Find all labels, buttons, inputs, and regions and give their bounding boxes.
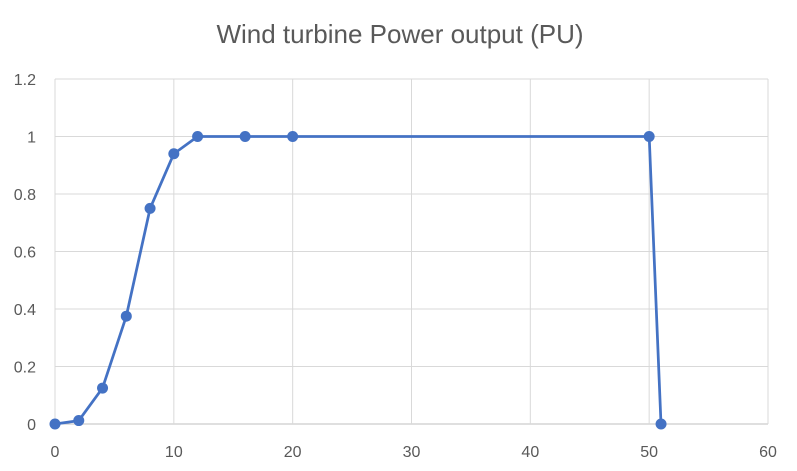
data-point: [239, 131, 251, 142]
y-tick-label: 0: [27, 417, 36, 434]
chart-title: Wind turbine Power output (PU): [216, 19, 583, 49]
x-tick-label: 50: [640, 444, 658, 461]
y-tick-label: 0.2: [14, 360, 36, 377]
y-axis-tick-labels: 0 0.2 0.4 0.6 0.8 1 1.2: [14, 72, 36, 434]
y-tick-label: 0.8: [14, 187, 36, 204]
data-point: [168, 148, 180, 160]
x-tick-label: 10: [165, 444, 183, 461]
data-point: [192, 131, 204, 142]
series-layer: [49, 131, 667, 430]
x-tick-label: 0: [51, 444, 60, 461]
x-tick-label: 40: [521, 444, 539, 461]
data-point: [120, 310, 132, 322]
data-point: [73, 415, 85, 427]
data-point: [655, 418, 667, 430]
data-point: [643, 131, 655, 142]
y-tick-label: 1: [27, 130, 36, 147]
x-axis-tick-labels: 0 10 20 30 40 50 60: [51, 444, 777, 461]
gridlines: [54, 78, 769, 425]
x-tick-label: 20: [284, 444, 302, 461]
data-point: [287, 131, 299, 142]
series-line: [53, 135, 663, 426]
y-tick-label: 0.6: [14, 245, 36, 262]
data-point: [97, 382, 109, 394]
y-tick-label: 1.2: [14, 72, 36, 89]
data-point: [144, 202, 156, 214]
x-tick-label: 30: [403, 444, 421, 461]
x-tick-label: 60: [759, 444, 777, 461]
y-tick-label: 0.4: [14, 302, 36, 319]
data-point: [49, 418, 61, 430]
